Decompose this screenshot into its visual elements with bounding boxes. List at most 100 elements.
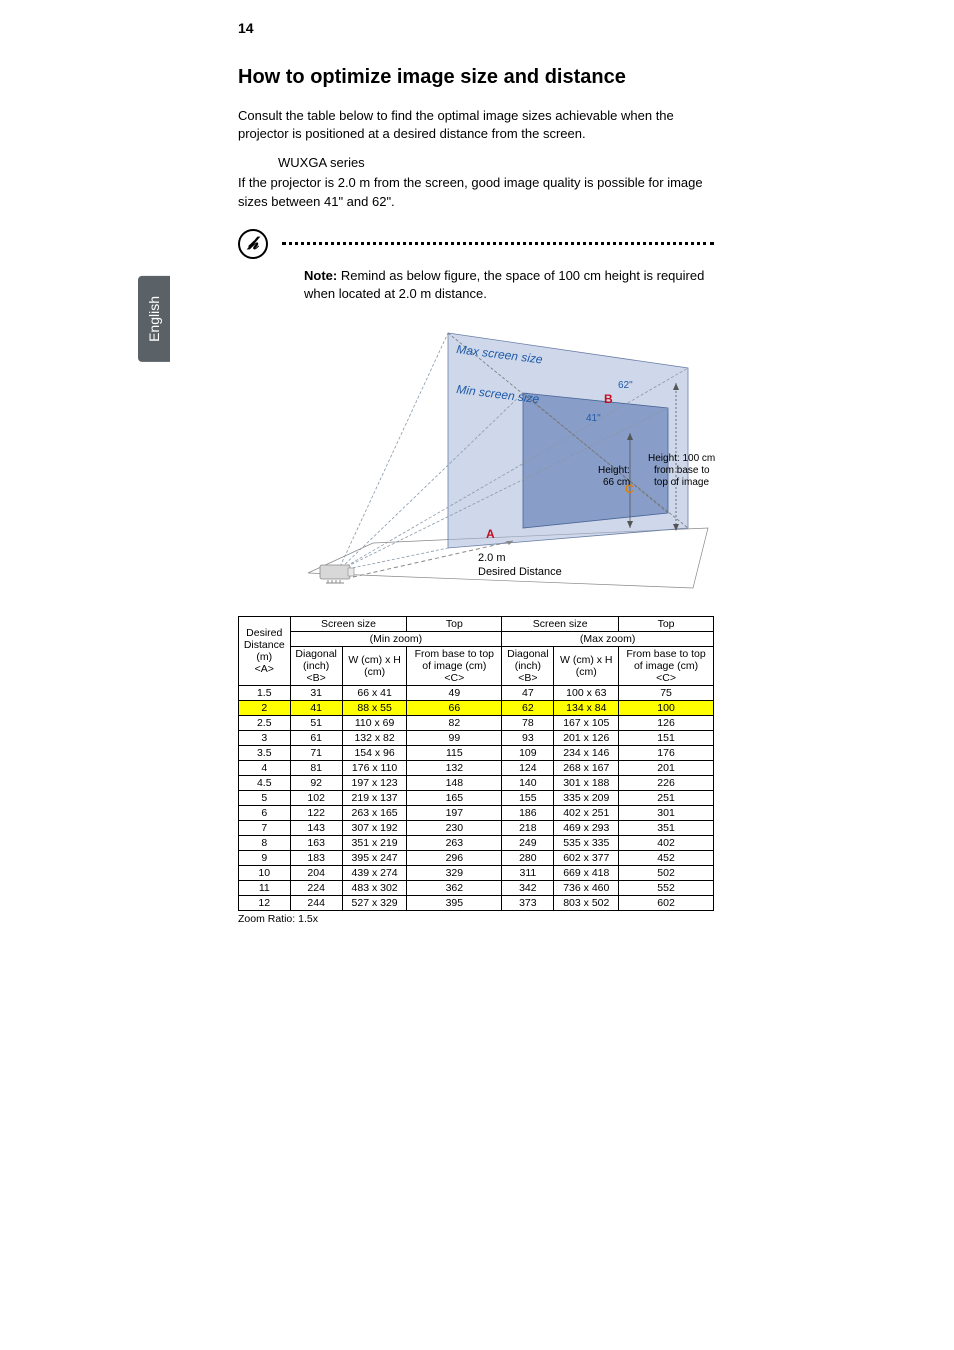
cell: 3: [239, 731, 291, 746]
cell: 268 x 167: [554, 761, 619, 776]
language-tab: English: [138, 276, 170, 362]
cell: 154 x 96: [342, 746, 407, 761]
cell: 148: [407, 776, 502, 791]
cell: 1.5: [239, 686, 291, 701]
cell: 100: [619, 701, 714, 716]
cell: 51: [290, 716, 342, 731]
col-top-max: Top: [619, 617, 714, 632]
svg-text:from base to: from base to: [654, 465, 710, 476]
table-row: 361132 x 829993201 x 126151: [239, 731, 714, 746]
note-text: Note: Remind as below figure, the space …: [304, 267, 714, 303]
col-maxzoom: (Max zoom): [502, 632, 714, 647]
cell: 109: [502, 746, 554, 761]
cell: 201 x 126: [554, 731, 619, 746]
svg-text:62": 62": [618, 380, 633, 391]
table-row: 5102219 x 137165155335 x 209251: [239, 791, 714, 806]
table-row: 8163351 x 219263249535 x 335402: [239, 836, 714, 851]
cell: 311: [502, 866, 554, 881]
content-area: How to optimize image size and distance …: [238, 66, 714, 925]
cell: 132 x 82: [342, 731, 407, 746]
cell: 335 x 209: [554, 791, 619, 806]
cell: 469 x 293: [554, 821, 619, 836]
cell: 527 x 329: [342, 896, 407, 911]
table-row: 1.53166 x 414947100 x 6375: [239, 686, 714, 701]
svg-text:Desired Distance: Desired Distance: [478, 566, 562, 578]
cell: 126: [619, 716, 714, 731]
note-block: 𝒽: [238, 229, 714, 259]
cell: 552: [619, 881, 714, 896]
cell: 176 x 110: [342, 761, 407, 776]
cell: 219 x 137: [342, 791, 407, 806]
cell: 197: [407, 806, 502, 821]
cell: 4.5: [239, 776, 291, 791]
cell: 197 x 123: [342, 776, 407, 791]
cell: 395 x 247: [342, 851, 407, 866]
cell: 176: [619, 746, 714, 761]
cell: 395: [407, 896, 502, 911]
cell: 62: [502, 701, 554, 716]
cell: 12: [239, 896, 291, 911]
cell: 201: [619, 761, 714, 776]
cell: 602: [619, 896, 714, 911]
zoom-ratio-label: Zoom Ratio: 1.5x: [238, 913, 714, 925]
col-top-min: Top: [407, 617, 502, 632]
note-bold: Note:: [304, 268, 337, 283]
cell: 124: [502, 761, 554, 776]
cell: 7: [239, 821, 291, 836]
cell: 535 x 335: [554, 836, 619, 851]
cell: 102: [290, 791, 342, 806]
cell: 296: [407, 851, 502, 866]
svg-text:B: B: [604, 392, 613, 406]
svg-text:A: A: [486, 527, 495, 541]
cell: 342: [502, 881, 554, 896]
table-row: 2.551110 x 698278167 x 105126: [239, 716, 714, 731]
cell: 234 x 146: [554, 746, 619, 761]
cell: 82: [407, 716, 502, 731]
cell: 163: [290, 836, 342, 851]
intro-text: Consult the table below to find the opti…: [238, 107, 714, 143]
cell: 452: [619, 851, 714, 866]
table-row: 24188 x 556662134 x 84100: [239, 701, 714, 716]
cell: 8: [239, 836, 291, 851]
cell: 230: [407, 821, 502, 836]
table-row: 481176 x 110132124268 x 167201: [239, 761, 714, 776]
table-row: 11224483 x 302362342736 x 460552: [239, 881, 714, 896]
page-number: 14: [238, 20, 954, 36]
cell: 92: [290, 776, 342, 791]
col-diag-max: Diagonal(inch)<B>: [502, 647, 554, 686]
cell: 75: [619, 686, 714, 701]
svg-text:66 cm: 66 cm: [603, 477, 630, 488]
cell: 10: [239, 866, 291, 881]
cell: 280: [502, 851, 554, 866]
cell: 6: [239, 806, 291, 821]
cell: 249: [502, 836, 554, 851]
cell: 167 x 105: [554, 716, 619, 731]
page-heading: How to optimize image size and distance: [238, 66, 714, 89]
cell: 803 x 502: [554, 896, 619, 911]
cell: 224: [290, 881, 342, 896]
cell: 93: [502, 731, 554, 746]
cell: 47: [502, 686, 554, 701]
note-body: Remind as below figure, the space of 100…: [304, 268, 704, 301]
cell: 736 x 460: [554, 881, 619, 896]
cell: 204: [290, 866, 342, 881]
cell: 66: [407, 701, 502, 716]
cell: 186: [502, 806, 554, 821]
col-screensize-max: Screen size: [502, 617, 619, 632]
cell: 71: [290, 746, 342, 761]
cell: 115: [407, 746, 502, 761]
note-divider: [282, 229, 714, 245]
cell: 134 x 84: [554, 701, 619, 716]
cell: 373: [502, 896, 554, 911]
projection-table: DesiredDistance(m)<A> Screen size Top Sc…: [238, 616, 714, 911]
cell: 11: [239, 881, 291, 896]
cell: 66 x 41: [342, 686, 407, 701]
col-wh-min: W (cm) x H(cm): [342, 647, 407, 686]
cell: 2.5: [239, 716, 291, 731]
cell: 99: [407, 731, 502, 746]
cell: 351 x 219: [342, 836, 407, 851]
cell: 100 x 63: [554, 686, 619, 701]
svg-text:top of image: top of image: [654, 477, 709, 488]
cell: 61: [290, 731, 342, 746]
cell: 218: [502, 821, 554, 836]
